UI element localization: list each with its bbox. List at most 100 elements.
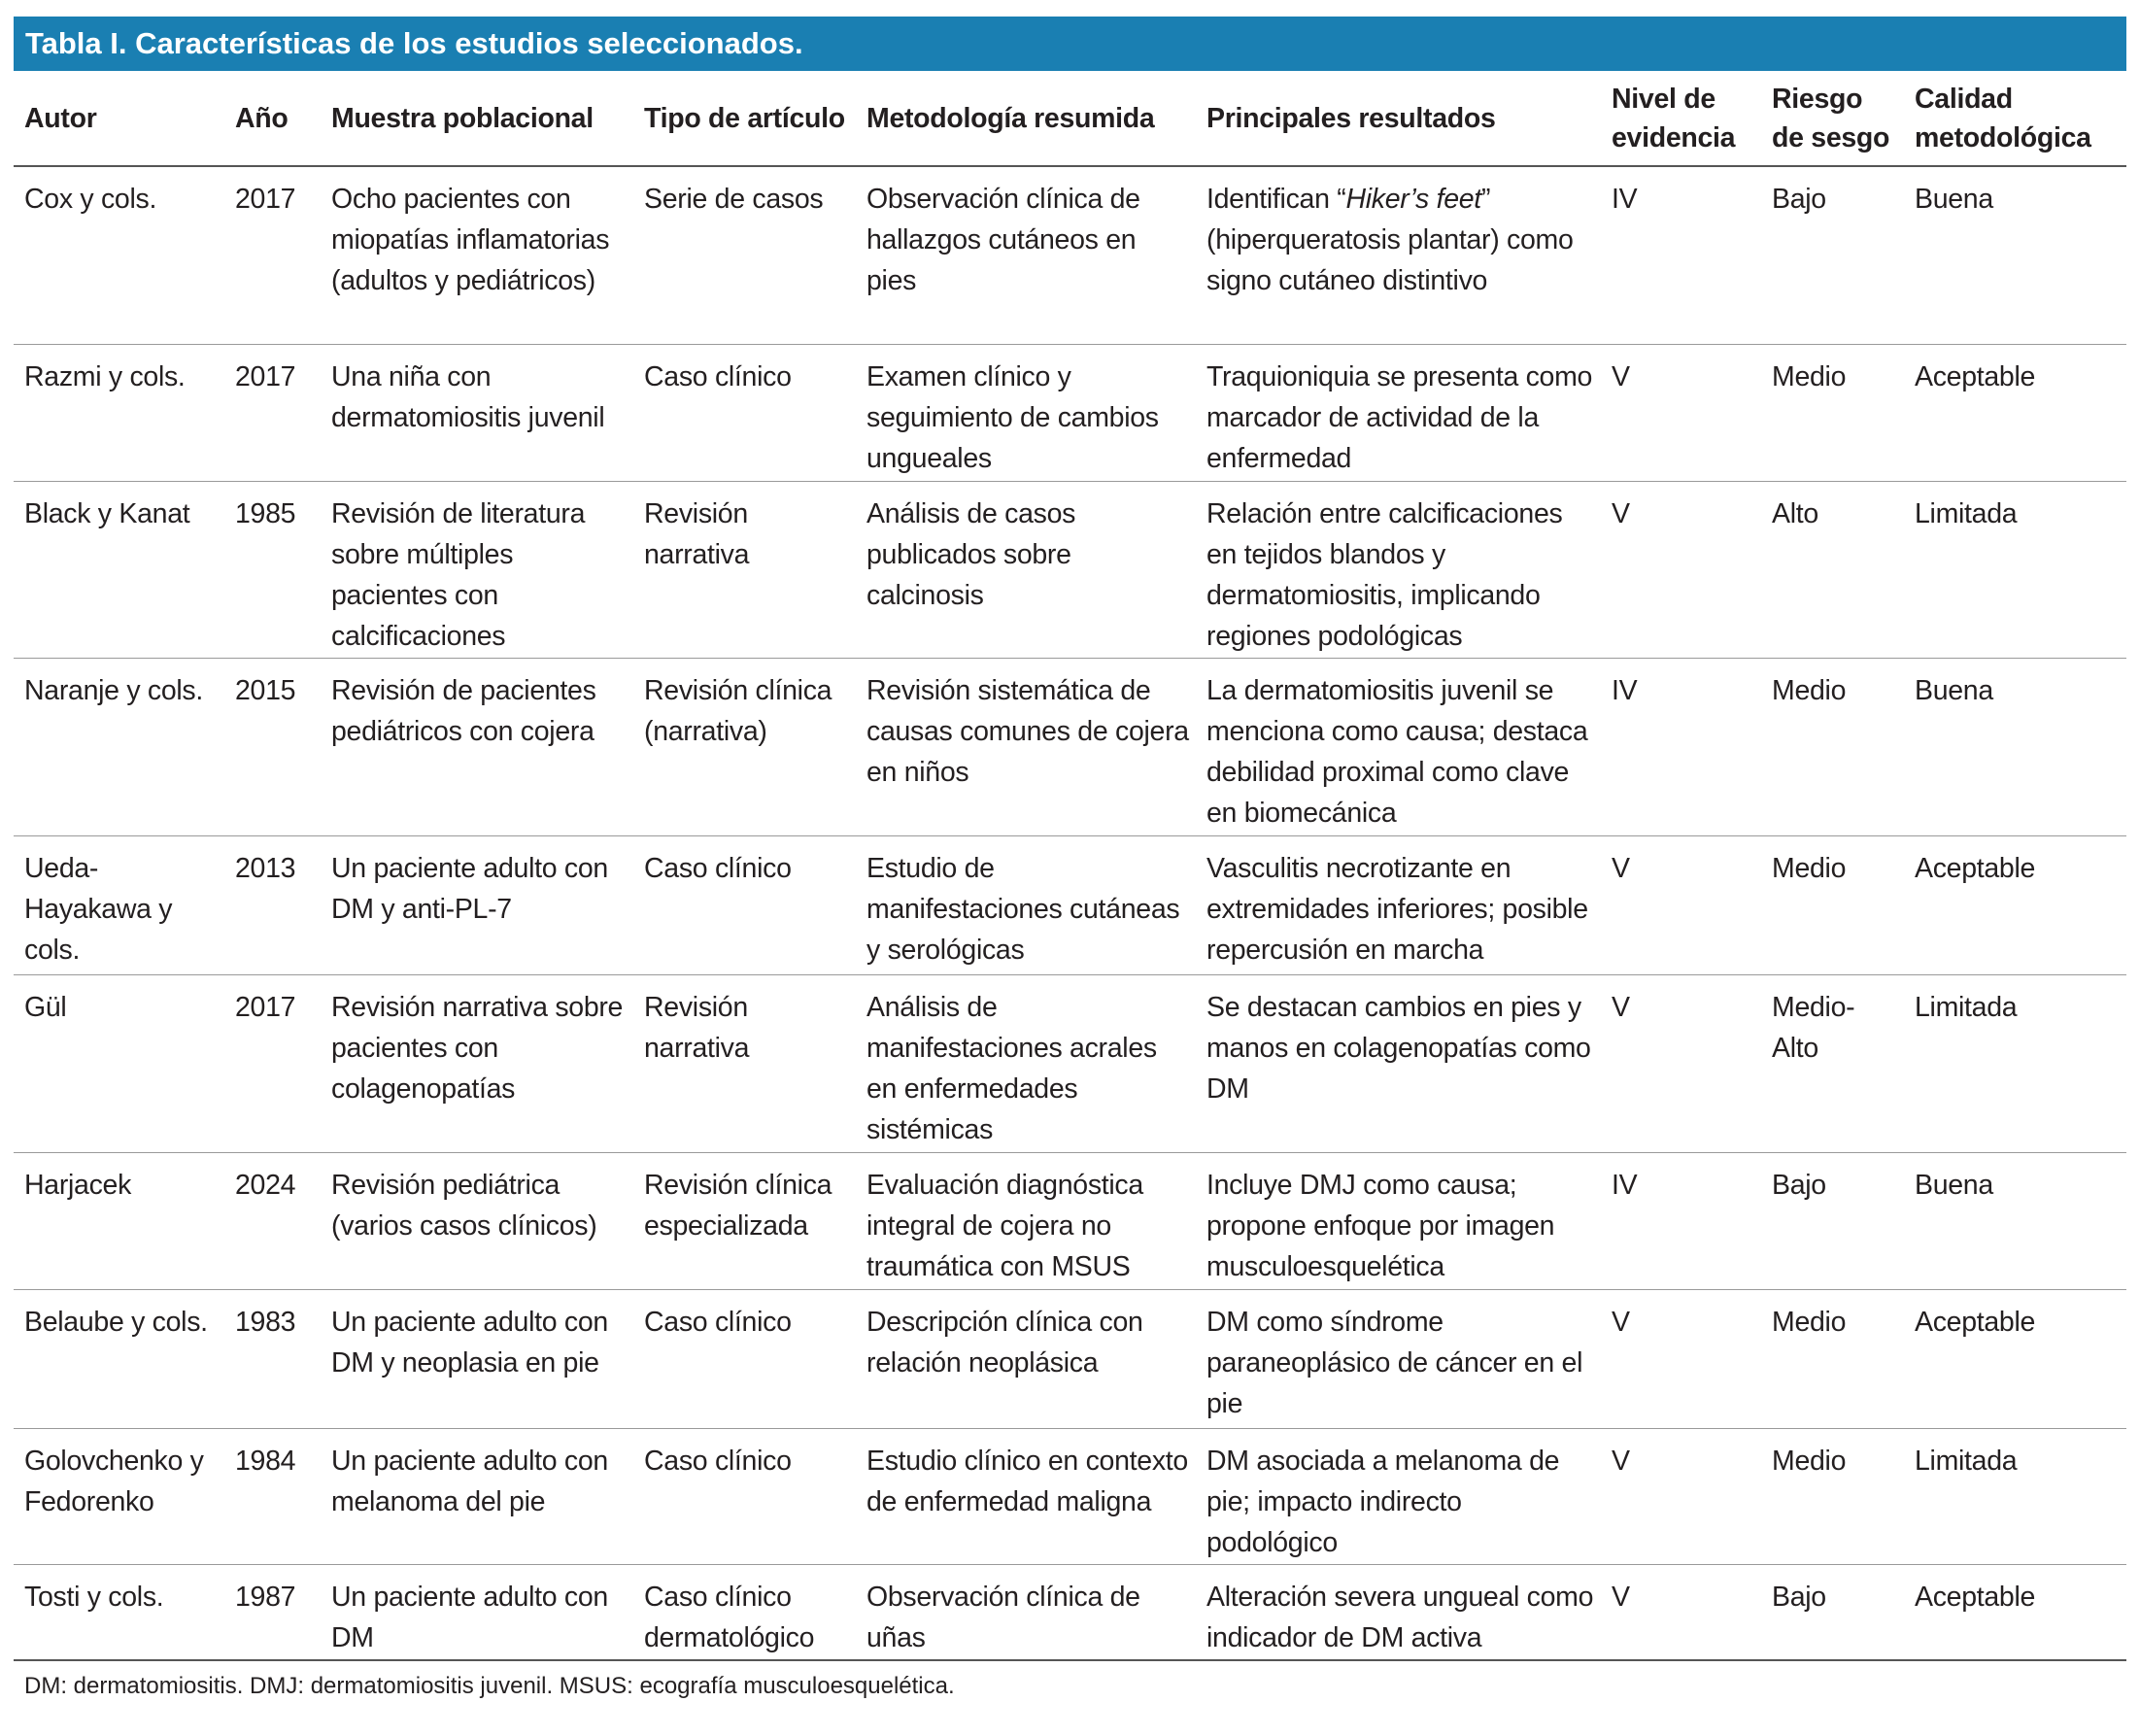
header-cell: Calidad metodológica	[1915, 83, 2091, 153]
table-cell: Caso clínico	[644, 360, 792, 392]
table-cell: Aceptable	[1915, 852, 2036, 884]
table-cell: Naranje y cols.	[24, 674, 203, 706]
table-cell: Observación clínica de hallazgos cutáneo…	[866, 184, 1140, 296]
table-cell: Revisión de pacientes pediátricos con co…	[331, 674, 596, 747]
table-cell: V	[1612, 852, 1630, 884]
table-cell: Medio	[1772, 1445, 1847, 1477]
table-cell: Examen clínico y seguimiento de cambios …	[866, 360, 1159, 474]
table-cell: 1985	[235, 497, 296, 529]
table-body: Cox y cols. 2017 Ocho pacientes con miopat…	[14, 166, 2126, 1660]
table-cell: Un paciente adulto con DM	[331, 1581, 608, 1653]
table-cell: Un paciente adulto con DM y neoplasia en…	[331, 1306, 608, 1379]
table-row: Gül 2017 Revisión narrativa sobre paciente…	[14, 974, 2126, 1152]
table-cell: Observación clínica de uñas	[866, 1581, 1140, 1653]
table-row: Razmi y cols. 2017 Una niña con dermatomio…	[14, 344, 2126, 481]
table-cell: Análisis de casos publicados sobre calci…	[866, 497, 1076, 611]
table-cell: Medio-Alto	[1772, 991, 1855, 1064]
table-cell: IV	[1612, 184, 1638, 215]
table-row: Ueda-Hayakawa y cols. 2013 Un paciente adu…	[14, 835, 2126, 974]
header-cell: Principales resultados	[1206, 102, 1496, 134]
table-row: Harjacek 2024 Revisión pediátrica (varios …	[14, 1152, 2126, 1289]
table-cell: 2024	[235, 1169, 296, 1201]
table-cell: Medio	[1772, 360, 1847, 392]
table-cell: 1983	[235, 1306, 296, 1338]
header-cell: Riesgo de sesgo	[1772, 83, 1890, 153]
header-cell: Año	[235, 102, 289, 134]
table-cell: 1984	[235, 1445, 296, 1477]
table-cell: Estudio de manifestaciones cutáneas y se…	[866, 852, 1180, 966]
table-row: Naranje y cols. 2015 Revisión de pacientes…	[14, 658, 2126, 835]
table-cell: V	[1612, 1581, 1630, 1613]
table-cell: DM asociada a melanoma de pie; impacto i…	[1206, 1445, 1560, 1558]
table-cell: Caso clínico	[644, 852, 792, 884]
table-cell: Bajo	[1772, 1169, 1826, 1201]
table-cell: Caso clínico	[644, 1306, 792, 1338]
table-cell: Revisión sistemática de causas comunes d…	[866, 674, 1189, 788]
table-row: Black y Kanat 1985 Revisión de literatura …	[14, 481, 2126, 658]
table-cell: Belaube y cols.	[24, 1306, 208, 1338]
table-cell: Se destacan cambios en pies y manos en c…	[1206, 991, 1591, 1105]
table-cell: Limitada	[1915, 991, 2018, 1023]
table-row: Tosti y cols. 1987 Un paciente adulto con …	[14, 1564, 2126, 1660]
table-cell: Medio	[1772, 1306, 1847, 1338]
table-cell: Bajo	[1772, 1581, 1826, 1613]
table-cell: Alto	[1772, 497, 1818, 529]
table-cell: Revisión narrativa sobre pacientes con c…	[331, 991, 624, 1105]
table-cell: Cox y cols.	[24, 184, 157, 215]
table-cell: Caso clínico dermatológico	[644, 1581, 815, 1653]
table-cell: Revisión clínica (narrativa)	[644, 674, 832, 747]
table-cell: Una niña con dermatomiositis juvenil	[331, 360, 605, 433]
table-cell: Identifican “Hiker’s feet” (hiperquerato…	[1196, 166, 1601, 344]
table-cell: IV	[1612, 1169, 1638, 1201]
table-cell: 1987	[235, 1581, 296, 1613]
table-cell: Un paciente adulto con DM y anti-PL-7	[331, 852, 608, 925]
table-cell: Buena	[1915, 674, 1993, 706]
table-cell: Tosti y cols.	[24, 1581, 164, 1613]
header-cell: Nivel de evidencia	[1612, 83, 1736, 153]
table-cell: Revisión narrativa	[644, 497, 750, 570]
table-cell: Revisión pediátrica (varios casos clínic…	[331, 1169, 597, 1242]
table-cell: 2017	[235, 184, 296, 215]
table-cell: V	[1612, 991, 1630, 1023]
table-cell: Buena	[1915, 184, 1993, 215]
header-cell: Metodología resumida	[866, 102, 1155, 134]
table-cell: Serie de casos	[644, 184, 824, 215]
table-cell: Golovchenko y Fedorenko	[24, 1445, 204, 1517]
table-cell: V	[1612, 497, 1630, 529]
table-cell: Un paciente adulto con melanoma del pie	[331, 1445, 608, 1517]
header-cell: Muestra poblacional	[331, 102, 594, 134]
table-cell: Traquioniquia se presenta como marcador …	[1206, 360, 1593, 474]
table-cell: 2017	[235, 991, 296, 1023]
text-part: Identifican “	[1206, 184, 1346, 215]
table-cell: Aceptable	[1915, 1581, 2036, 1613]
text-part: ” (hiperqueratosis plantar) como signo c…	[1206, 184, 1574, 296]
table-cell: Estudio clínico en contexto de enfermeda…	[866, 1445, 1188, 1517]
footnote: DM: dermatomiositis. DMJ: dermatomiositi…	[24, 1673, 955, 1699]
table-cell: Aceptable	[1915, 1306, 2036, 1338]
table-cell: Medio	[1772, 674, 1847, 706]
table-cell: Aceptable	[1915, 360, 2036, 392]
table-cell: Revisión de literatura sobre múltiples p…	[331, 497, 586, 652]
table-title: Tabla I. Características de los estudios…	[14, 17, 2126, 71]
table-row: Cox y cols. 2017 Ocho pacientes con miopat…	[14, 166, 2126, 344]
table-cell: Incluye DMJ como causa; propone enfoque …	[1206, 1169, 1555, 1282]
table-cell: Evaluación diagnóstica integral de cojer…	[866, 1169, 1143, 1282]
table-cell: Caso clínico	[644, 1445, 792, 1477]
table-cell: Black y Kanat	[24, 497, 190, 529]
table-cell: Medio	[1772, 852, 1847, 884]
table-cell: Relación entre calcificaciones en tejido…	[1206, 497, 1563, 652]
table-cell: Vasculitis necrotizante en extremidades …	[1206, 852, 1588, 966]
table-cell: Bajo	[1772, 184, 1826, 215]
header-row: Autor Año Muestra poblacional Tipo de artíc…	[14, 71, 2126, 166]
header-cell: Autor	[24, 102, 97, 134]
table-cell: Análisis de manifestaciones acrales en e…	[866, 991, 1157, 1145]
table-cell: Limitada	[1915, 497, 2018, 529]
table-cell: Alteración severa ungueal como indicador…	[1206, 1581, 1594, 1653]
table-cell: La dermatomiositis juvenil se menciona c…	[1206, 674, 1588, 829]
table-cell: V	[1612, 1306, 1630, 1338]
table-row: Belaube y cols. 1983 Un paciente adulto co…	[14, 1289, 2126, 1428]
table-row: Golovchenko y Fedorenko 1984 Un paciente a…	[14, 1428, 2126, 1564]
table-cell: IV	[1612, 674, 1638, 706]
table-figure: Tabla I. Características de los estudios…	[14, 17, 2126, 1700]
table-cell: Revisión clínica especializada	[644, 1169, 832, 1242]
